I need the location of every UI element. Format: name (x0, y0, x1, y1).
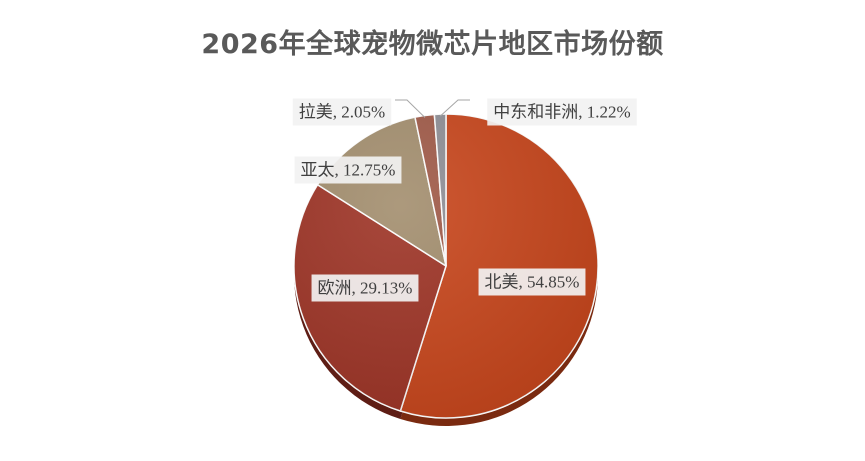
data-label-text-latin-america: 拉美, 2.05% (299, 103, 385, 122)
chart-title: 2026年全球宠物微芯片地区市场份额 (201, 29, 664, 60)
data-label-box-middle-east-africa (487, 98, 637, 126)
data-label-text-asia-pacific: 亚太, 12.75% (301, 161, 396, 180)
data-label-north-america: 北美, 54.85% (478, 268, 586, 296)
leader-line-middle-east-africa (439, 99, 470, 117)
data-label-europe: 欧洲, 29.13% (311, 274, 419, 302)
leader-line-latin-america (395, 99, 426, 118)
data-label-asia-pacific: 亚太, 12.75% (294, 156, 402, 184)
pie-labels: 北美, 54.85% 欧洲, 29.13% 亚太, 12.75% 拉美, 2.05% 中… (292, 98, 637, 302)
data-label-box-asia-pacific (294, 156, 402, 184)
data-label-text-europe: 欧洲, 29.13% (318, 279, 413, 298)
data-label-middle-east-africa: 中东和非洲, 1.22% (487, 98, 637, 126)
data-label-box-north-america (478, 268, 586, 296)
data-label-box-latin-america (292, 98, 392, 126)
data-label-latin-america: 拉美, 2.05% (292, 98, 392, 126)
pie-leaders (395, 99, 470, 118)
data-label-text-middle-east-africa: 中东和非洲, 1.22% (493, 103, 630, 122)
data-label-text-north-america: 北美, 54.85% (485, 273, 580, 292)
data-label-box-europe (311, 274, 419, 302)
